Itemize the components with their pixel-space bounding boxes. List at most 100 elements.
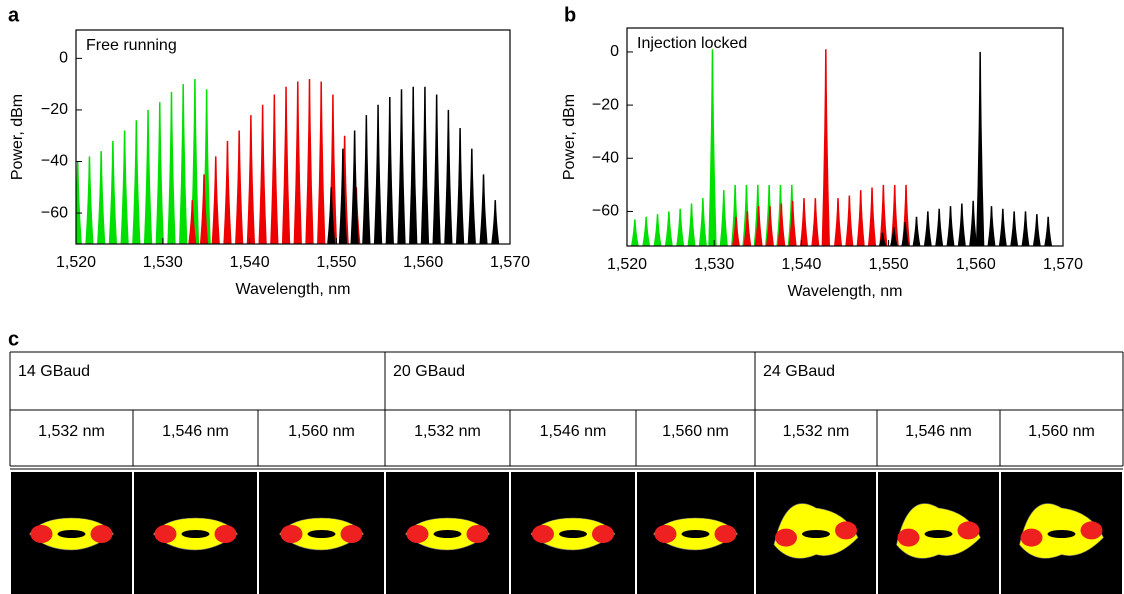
spectral-peak [445,110,452,246]
spectral-peak [212,156,219,246]
y-tick-label: −60 [592,203,619,220]
eye-opening [559,530,587,538]
eye-opening [1048,530,1076,538]
spectral-peak [224,141,231,246]
spectral-peak [109,141,116,246]
sub-header: 1,546 nm [540,423,607,440]
spectral-peak [283,87,290,246]
spectral-peak [168,92,175,246]
spectral-peak [988,206,995,248]
spectral-peak [318,82,325,246]
spectral-peak [999,209,1006,248]
figure: a b c 1,5201,5301,5401,5501,5601,570−60−… [0,0,1124,594]
x-tick-label: 1,560 [403,254,443,271]
spectral-peak [947,206,954,248]
spectral-peak [306,79,313,246]
panel-label: c [8,328,19,350]
spectral-peak [247,115,254,246]
spectral-peak [857,190,864,248]
eye-cluster [655,525,677,543]
annotation: Free running [86,37,177,54]
eye-cluster [958,521,980,539]
plot-area [74,79,498,246]
x-tick-label: 1,570 [490,254,530,271]
x-tick-label: 1,570 [1043,256,1083,273]
spectral-peak [121,131,128,246]
y-axis-label: Power, dBm [561,94,578,180]
spectral-peak [699,198,706,248]
eye-opening [802,530,830,538]
spectral-peak [480,174,487,246]
spectral-peak [936,209,943,248]
annotation: Injection locked [637,35,747,52]
eye-opening [58,530,86,538]
spectral-peak [363,115,370,246]
sub-header: 1,532 nm [38,423,105,440]
eye-opening [308,530,336,538]
eye-cluster [215,525,237,543]
eye-cluster [532,525,554,543]
eye-cluster [155,525,177,543]
spectral-peak [294,82,301,246]
x-tick-label: 1,540 [781,256,821,273]
panel-label: a [8,4,20,26]
group-header: 20 GBaud [393,363,465,380]
spectral-peak [1011,211,1018,248]
spectral-peak [74,161,81,246]
spectral-peak [259,105,266,246]
spectral-peak [654,214,661,248]
spectral-peak [720,190,727,248]
eye-cluster [91,525,113,543]
x-tick-label: 1,550 [316,254,356,271]
spectral-peak [98,151,105,246]
y-tick-label: 0 [610,43,619,60]
eye-cluster [592,525,614,543]
y-tick-label: −60 [41,204,68,221]
spectral-peak [1033,214,1040,248]
x-axis-label: Wavelength, nm [787,283,902,300]
sub-header: 1,560 nm [1028,423,1095,440]
sub-header: 1,560 nm [662,423,729,440]
spectral-peak [835,198,842,248]
spectral-peak [709,49,716,248]
group-header: 14 GBaud [18,363,90,380]
spectral-peak [913,217,920,248]
sub-header: 1,560 nm [288,423,355,440]
eye-opening [182,530,210,538]
y-tick-label: −20 [41,101,68,118]
spectral-peak [1022,211,1029,248]
spectral-peak [145,110,152,246]
spectral-peak [375,105,382,246]
x-tick-label: 1,560 [956,256,996,273]
y-tick-label: 0 [59,50,68,67]
plot-area [631,49,1051,248]
eye-cluster [835,521,857,539]
spectral-peak [410,87,417,246]
spectral-peak [133,120,140,246]
eye-cluster [898,529,920,547]
spectral-peak [236,131,243,246]
y-axis-label: Power, dBm [9,94,26,180]
spectral-peak [958,203,965,248]
spectral-peak [271,94,278,246]
spectral-peak [688,203,695,248]
spectral-peak [433,94,440,246]
spectral-peak [492,200,499,246]
eye-cluster [715,525,737,543]
spectral-peak [869,188,876,248]
x-tick-label: 1,540 [230,254,270,271]
sub-header: 1,532 nm [414,423,481,440]
eye-cluster [31,525,53,543]
spectral-peak [977,52,984,248]
eye-cluster [467,525,489,543]
spectral-peak [180,84,187,246]
group-header: 24 GBaud [763,363,835,380]
spectral-peak [643,217,650,248]
sub-header: 1,532 nm [783,423,850,440]
eye-cluster [281,525,303,543]
x-tick-label: 1,520 [607,256,647,273]
spectral-peak [1045,217,1052,248]
x-axis-label: Wavelength, nm [235,281,350,298]
y-tick-label: −40 [41,153,68,170]
x-tick-label: 1,520 [56,254,96,271]
